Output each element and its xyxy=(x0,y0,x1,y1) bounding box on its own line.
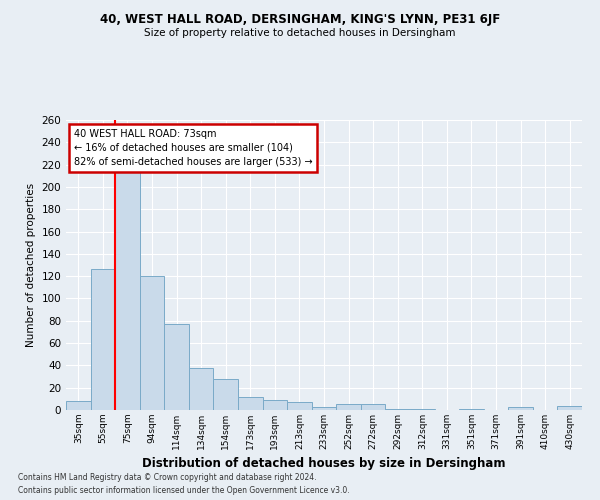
Bar xyxy=(459,409,484,410)
Bar xyxy=(312,406,336,410)
Bar xyxy=(263,400,287,410)
Bar xyxy=(410,409,434,410)
X-axis label: Distribution of detached houses by size in Dersingham: Distribution of detached houses by size … xyxy=(142,458,506,470)
Bar xyxy=(140,276,164,410)
Bar xyxy=(361,404,385,410)
Bar xyxy=(115,166,140,410)
Bar xyxy=(385,409,410,410)
Bar xyxy=(189,368,214,410)
Text: Contains public sector information licensed under the Open Government Licence v3: Contains public sector information licen… xyxy=(18,486,350,495)
Y-axis label: Number of detached properties: Number of detached properties xyxy=(26,183,36,347)
Bar xyxy=(66,401,91,410)
Bar xyxy=(557,406,582,410)
Text: 40, WEST HALL ROAD, DERSINGHAM, KING'S LYNN, PE31 6JF: 40, WEST HALL ROAD, DERSINGHAM, KING'S L… xyxy=(100,12,500,26)
Text: Size of property relative to detached houses in Dersingham: Size of property relative to detached ho… xyxy=(144,28,456,38)
Bar xyxy=(164,324,189,410)
Bar xyxy=(287,402,312,410)
Text: 40 WEST HALL ROAD: 73sqm
← 16% of detached houses are smaller (104)
82% of semi-: 40 WEST HALL ROAD: 73sqm ← 16% of detach… xyxy=(74,128,313,166)
Bar xyxy=(214,379,238,410)
Bar xyxy=(508,406,533,410)
Bar xyxy=(238,396,263,410)
Text: Contains HM Land Registry data © Crown copyright and database right 2024.: Contains HM Land Registry data © Crown c… xyxy=(18,474,317,482)
Bar xyxy=(336,404,361,410)
Bar xyxy=(91,270,115,410)
